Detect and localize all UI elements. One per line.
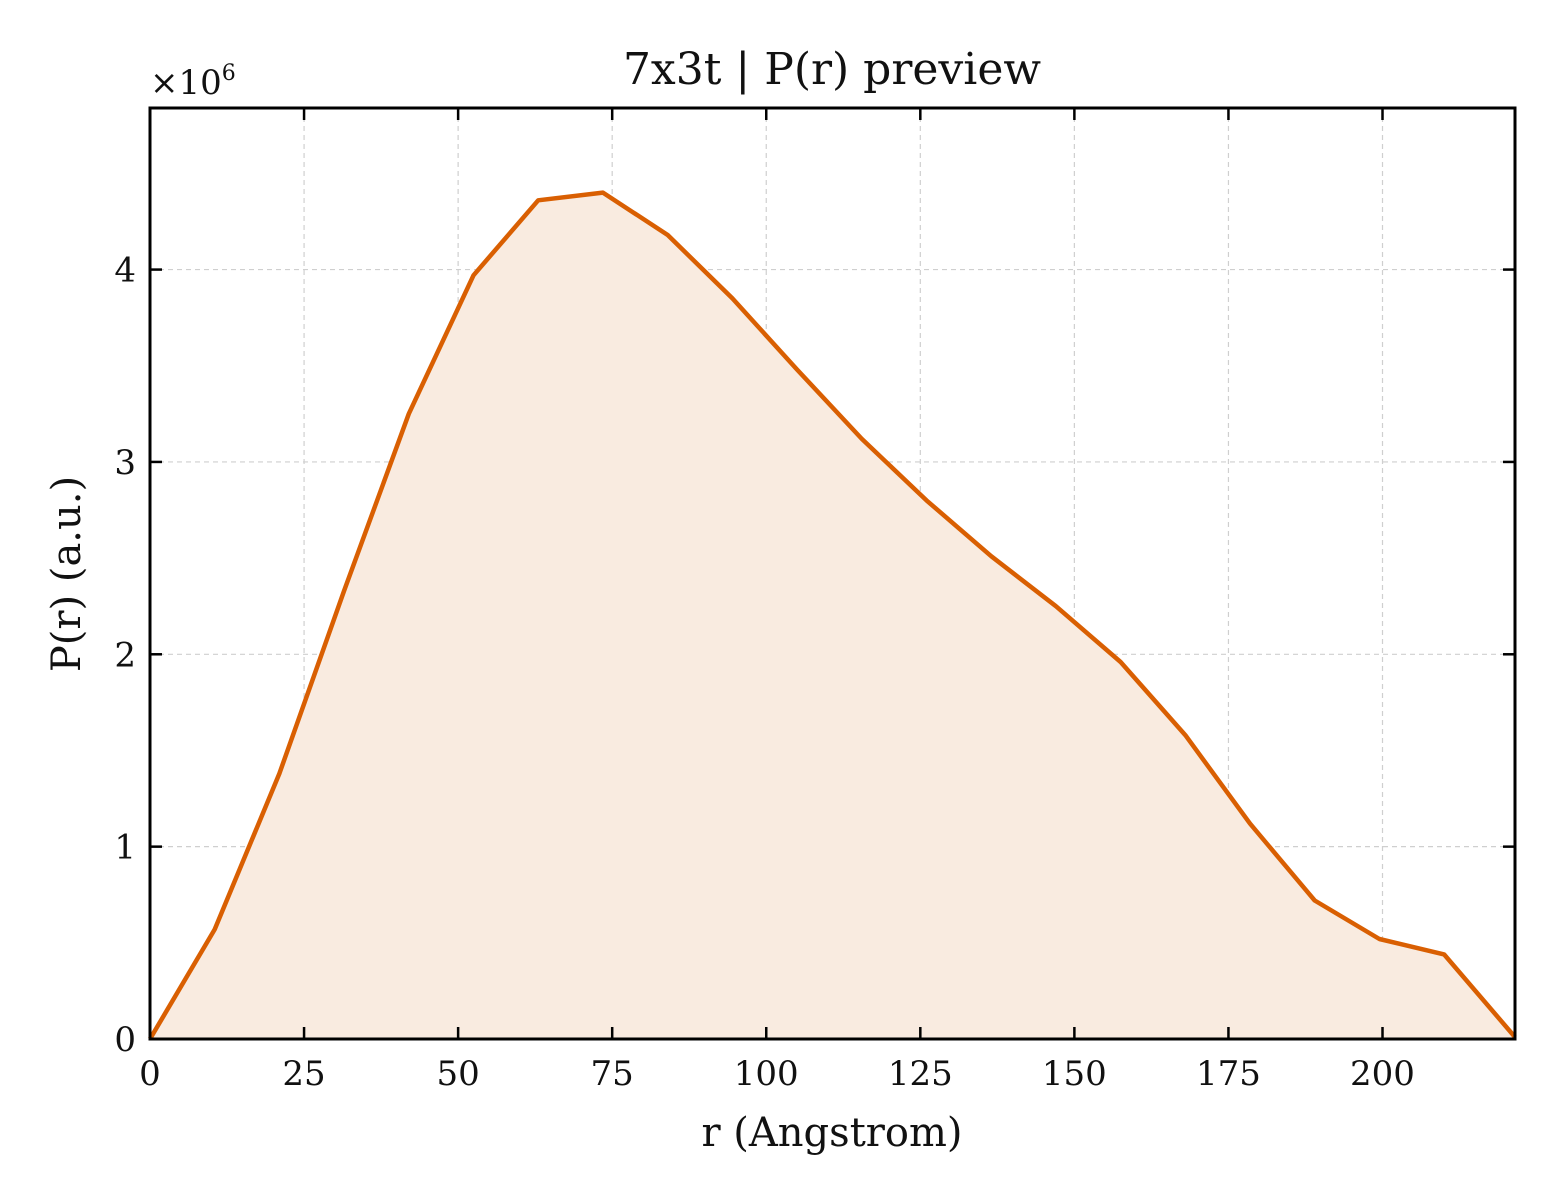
x-tick-label: 175 [1196,1054,1261,1094]
x-tick-label: 50 [436,1054,479,1094]
y-tick-label: 4 [114,251,136,291]
x-tick-label: 75 [591,1054,634,1094]
x-tick-label: 125 [888,1054,953,1094]
plot-frame [148,106,1517,1041]
x-tick-label: 100 [734,1054,799,1094]
y-axis-label: P(r) (a.u.) [44,476,90,672]
series-line [148,190,1517,1041]
x-axis-label: r (Angstrom) [701,1110,962,1156]
y-tick-label: 0 [114,1020,136,1060]
chart-title: 7x3t | P(r) preview [623,44,1041,95]
x-tick-label: 200 [1350,1054,1415,1094]
area-fill [150,192,1515,1040]
y-tick-label: 1 [114,828,136,868]
x-tick-label: 150 [1042,1054,1107,1094]
y-multiplier: ×106 [150,61,236,103]
x-tick-label: 25 [282,1054,325,1094]
y-multiplier-exponent: 6 [222,61,236,86]
y-tick-label: 2 [114,635,136,675]
x-tick-label: 0 [139,1054,161,1094]
y-multiplier-base: ×10 [150,63,222,103]
ticks: 0 25 50 75 100 125 150 175 200 0 1 2 3 4 [114,108,1515,1094]
y-tick-label: 3 [114,443,136,483]
